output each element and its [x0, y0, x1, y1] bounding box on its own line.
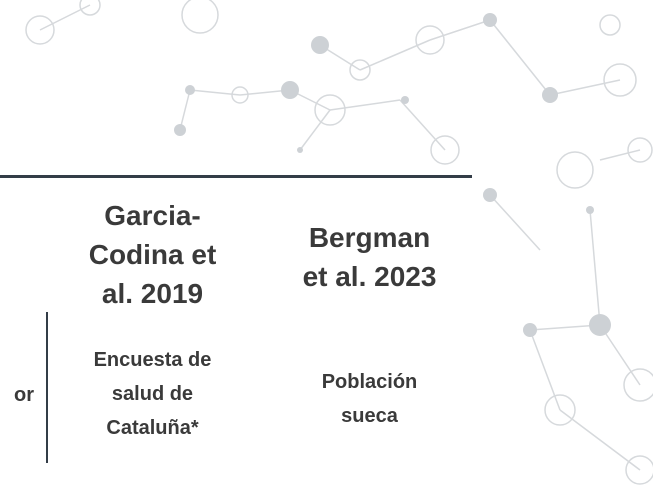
- header-rule: [0, 175, 472, 178]
- table-cell: Población sueca: [307, 365, 432, 433]
- table-cell: Encuesta de salud de Cataluña*: [90, 343, 215, 445]
- column-header: Bergman et al. 2023: [297, 218, 442, 296]
- table-cell: or: [0, 378, 34, 412]
- slide: Garcia-Codina et al. 2019 Bergman et al.…: [0, 0, 653, 493]
- column-header: Garcia-Codina et al. 2019: [80, 196, 225, 313]
- column-divider: [46, 312, 48, 463]
